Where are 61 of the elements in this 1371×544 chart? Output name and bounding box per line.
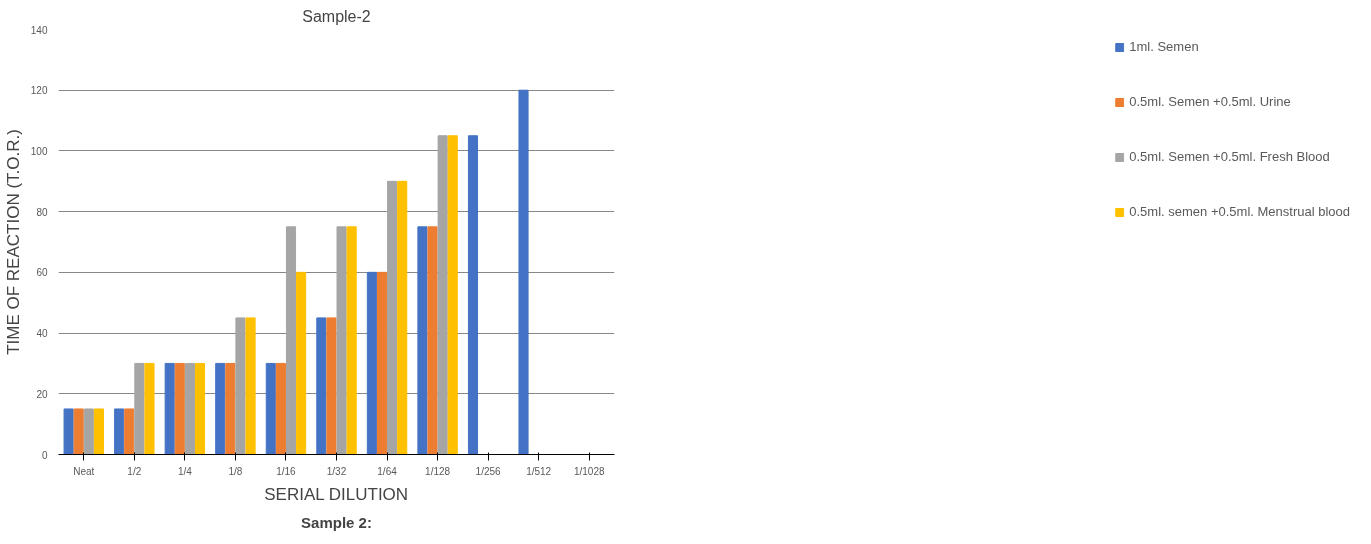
bar [316,317,327,455]
text: Sample 2: [301,513,372,531]
bar [285,226,297,455]
bar [83,408,94,455]
bar [63,408,74,455]
x-axis-title: SERIAL DILUTION [264,484,409,504]
bar [225,362,236,455]
legend-label: 0.5ml. Semen +0.5ml. Fresh Blood [1129,149,1330,164]
y-tick-label: 80 [36,206,48,218]
legend-label: 1ml. Semen [1129,39,1199,54]
bar [326,317,337,455]
bar [346,226,357,455]
y-tick-label: 20 [36,388,48,400]
bar [114,408,125,455]
bar [275,362,286,455]
bar [265,362,276,455]
bar [73,408,84,455]
y-tick-label: 120 [30,85,48,97]
bar [134,362,145,455]
bar [376,271,388,455]
x-tick-label: 1/64 [377,465,398,477]
bar [387,180,398,455]
x-tick-label: 1/512 [526,465,552,477]
bar [194,362,206,455]
bar [93,408,104,455]
bar [215,362,226,455]
bar [467,135,479,455]
bar [417,226,428,455]
y-tick-label: 60 [36,267,48,279]
bar [245,317,256,455]
x-tick-label: 1/32 [326,465,347,477]
y-axis-title: TIME OF REACTION (T.O.R.) [3,129,23,355]
x-tick-label: Neat [73,465,95,477]
bar [397,180,408,455]
y-tick-label: 100 [30,145,48,157]
x-tick-label: 1/16 [276,465,297,477]
x-tick-label: 1/2 [127,465,142,477]
y-tick-label: 40 [36,328,48,340]
bar [518,89,529,455]
bar [235,317,246,455]
y-tick-label: 140 [30,24,48,36]
chart-title: Sample-2 [302,7,371,25]
bar [447,135,458,455]
bar [174,362,185,455]
y-tick-label: 0 [41,449,48,461]
bar [366,271,377,455]
legend-label: 0.5ml. Semen +0.5ml. Urine [1129,94,1291,109]
x-tick-label: 1/256 [475,465,502,477]
bar [184,362,195,455]
x-tick-label: 1/1028 [573,465,605,477]
bar [124,408,135,455]
x-tick-label: 1/8 [228,465,243,477]
x-tick-label: 1/128 [425,465,451,477]
bar [437,135,448,455]
bar [336,226,347,455]
bar [164,362,175,455]
bar [296,271,307,455]
legend-label: 0.5ml. semen +0.5ml. Menstrual blood [1129,204,1350,219]
bar [144,362,155,455]
bar [427,226,438,455]
x-tick-label: 1/4 [177,465,193,477]
